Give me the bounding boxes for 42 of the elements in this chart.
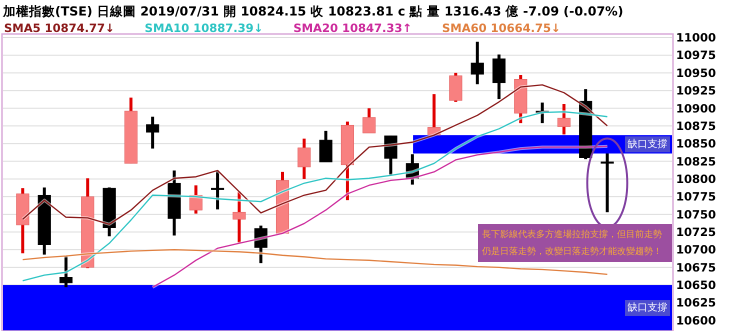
band-label: 缺口支撐 — [628, 138, 668, 150]
candlestick — [384, 136, 398, 176]
line-series — [21, 248, 609, 276]
y-tick-label: 10625 — [676, 296, 716, 310]
y-tick-label: 10825 — [676, 154, 716, 168]
y-tick-label: 10975 — [676, 48, 716, 62]
y-tick-label: 10800 — [676, 172, 716, 186]
text: SMA60 10664.75↓ — [442, 21, 561, 35]
candlestick — [470, 42, 484, 84]
y-tick-label: 10850 — [676, 136, 716, 151]
candlestick — [146, 116, 160, 149]
text: SMA10 10887.39↓ — [144, 21, 264, 35]
y-tick-label: 10875 — [676, 118, 716, 133]
y-tick-label: 10650 — [676, 278, 716, 292]
y-tick-label: 10925 — [676, 84, 716, 98]
candlestick — [428, 94, 441, 136]
candlestick — [362, 108, 376, 134]
y-tick-label: 10725 — [676, 225, 716, 239]
candlestick — [254, 226, 268, 264]
candlestick — [232, 192, 246, 243]
candlestick — [298, 138, 311, 179]
text: SMA20 10847.33↑ — [293, 21, 412, 35]
y-tick-label: 10675 — [676, 260, 716, 274]
line-series — [21, 110, 609, 282]
text: SMA5 10874.77↓ — [4, 21, 115, 35]
y-tick-label: 10950 — [676, 66, 716, 80]
band-label: 缺口支撐 — [628, 302, 668, 314]
candlestick — [557, 104, 570, 134]
candlestick — [59, 256, 73, 288]
y-tick-label: 11000 — [676, 30, 716, 45]
y-tick-label: 10900 — [676, 101, 716, 116]
candlestick — [600, 154, 614, 212]
line-series — [151, 144, 609, 289]
candlestick — [319, 130, 332, 162]
y-tick-label: 10600 — [676, 313, 716, 328]
y-tick-label: 10750 — [676, 207, 716, 222]
y-tick-label: 10700 — [676, 242, 716, 257]
candlestick — [211, 170, 224, 210]
y-tick-label: 10775 — [676, 190, 716, 204]
annotation: 長下影線代表多方進場拉抬支撐，但目前走勢仍是日落走勢，改變日落走勢才能改變趨勢！ — [478, 224, 672, 262]
candlestick — [189, 185, 202, 214]
chart-title: 加權指數(TSE) 日線圖 2019/07/31 開 10824.15 收 10823.81 c 點 量 1316.43 億 -7.09 (-0.07%) — [2, 4, 624, 18]
